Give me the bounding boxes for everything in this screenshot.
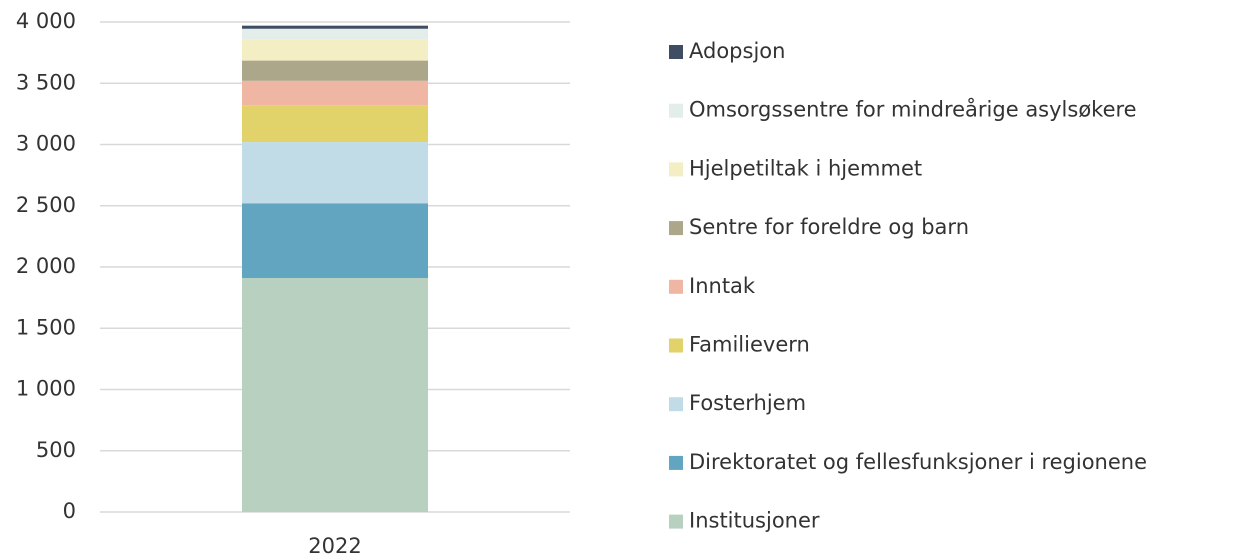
y-tick-label: 500 bbox=[36, 438, 76, 462]
legend-swatch bbox=[669, 338, 683, 353]
bar-segment bbox=[242, 105, 428, 143]
y-tick-label: 3 500 bbox=[16, 70, 76, 94]
legend-label: Fosterhjem bbox=[689, 391, 806, 415]
y-tick-label: 2 000 bbox=[16, 254, 76, 278]
y-tick-label: 4 000 bbox=[16, 9, 76, 33]
x-tick-label: 2022 bbox=[308, 534, 361, 558]
y-tick-label: 1 000 bbox=[16, 377, 76, 401]
bar-segment bbox=[242, 278, 428, 512]
legend-swatch bbox=[669, 514, 683, 529]
legend-swatch bbox=[669, 455, 683, 470]
legend-label: Inntak bbox=[689, 274, 756, 298]
legend-swatch bbox=[669, 45, 683, 59]
legend-label: Adopsjon bbox=[689, 39, 785, 63]
legend-swatch bbox=[669, 221, 683, 236]
legend-label: Sentre for foreldre og barn bbox=[689, 215, 969, 239]
bar-segment bbox=[242, 25, 428, 29]
legend-swatch bbox=[669, 162, 683, 177]
bar-segment bbox=[242, 142, 428, 204]
bar-segment bbox=[242, 60, 428, 81]
bar-segment bbox=[242, 203, 428, 279]
legend-label: Direktoratet og fellesfunksjoner i regio… bbox=[689, 450, 1147, 474]
legend-label: Familievern bbox=[689, 333, 810, 357]
legend-label: Hjelpetiltak i hjemmet bbox=[689, 156, 922, 180]
legend-label: Omsorgssentre for mindreårige asylsøkere bbox=[689, 97, 1137, 122]
legend-swatch bbox=[669, 279, 683, 294]
legend-swatch bbox=[669, 397, 683, 412]
y-tick-label: 2 500 bbox=[16, 193, 76, 217]
legend-label: Institusjoner bbox=[689, 509, 820, 533]
legend-swatch bbox=[669, 103, 683, 118]
y-tick-label: 0 bbox=[63, 499, 76, 523]
bar-segment bbox=[242, 80, 428, 106]
y-tick-label: 1 500 bbox=[16, 315, 76, 339]
y-tick-label: 3 000 bbox=[16, 132, 76, 156]
bar-segment bbox=[242, 28, 428, 40]
bar-segment bbox=[242, 39, 428, 61]
